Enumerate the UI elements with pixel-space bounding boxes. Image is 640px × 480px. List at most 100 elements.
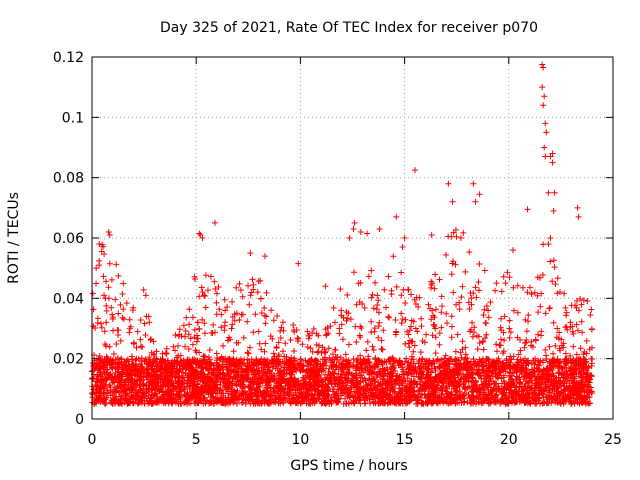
data-point: [537, 303, 544, 310]
data-point: [500, 273, 507, 280]
data-point: [181, 333, 188, 340]
data-point: [147, 376, 154, 383]
data-point: [249, 276, 256, 283]
data-point: [414, 400, 421, 407]
data-point: [400, 286, 407, 293]
data-point: [414, 393, 421, 400]
data-point: [480, 346, 487, 353]
data-point: [299, 341, 306, 348]
data-point: [325, 330, 332, 337]
data-point: [282, 340, 289, 347]
data-point: [517, 347, 524, 354]
data-point: [573, 297, 580, 304]
data-point: [362, 377, 369, 384]
data-point: [407, 323, 414, 330]
data-point: [372, 279, 379, 286]
data-point: [450, 229, 457, 236]
data-point: [224, 303, 231, 310]
data-point: [222, 307, 229, 314]
data-point: [585, 383, 592, 390]
data-point: [403, 368, 410, 375]
data-point: [563, 312, 570, 319]
data-point: [573, 351, 580, 358]
data-point: [236, 317, 243, 324]
data-point: [189, 314, 196, 321]
data-point: [147, 336, 154, 343]
data-point: [514, 309, 521, 316]
data-point: [229, 298, 236, 305]
data-point: [353, 301, 360, 308]
data-point: [345, 341, 352, 348]
data-point: [120, 316, 127, 323]
data-point: [506, 317, 513, 324]
data-point: [540, 241, 547, 248]
data-point: [376, 319, 383, 326]
data-point: [331, 319, 338, 326]
data-point: [145, 313, 152, 320]
data-point: [537, 374, 544, 381]
data-point: [482, 335, 489, 342]
data-point: [344, 315, 351, 322]
data-point: [498, 288, 505, 295]
data-point: [501, 313, 508, 320]
data-point: [233, 339, 240, 346]
data-point: [200, 292, 207, 299]
data-point: [140, 286, 147, 293]
data-point: [370, 346, 377, 353]
data-point: [101, 328, 108, 335]
data-point: [587, 312, 594, 319]
data-point: [266, 381, 273, 388]
data-point: [453, 301, 460, 308]
data-point: [263, 313, 270, 320]
data-point: [343, 317, 350, 324]
data-point: [431, 377, 438, 384]
data-point: [192, 394, 199, 401]
data-point: [226, 336, 233, 343]
data-point: [280, 389, 287, 396]
data-point: [120, 306, 127, 313]
data-point: [425, 301, 432, 308]
data-point: [507, 365, 514, 372]
data-point: [110, 351, 117, 358]
data-point: [220, 342, 227, 349]
data-point: [340, 400, 347, 407]
data-point: [472, 360, 479, 367]
data-point: [213, 367, 220, 374]
data-point: [119, 314, 126, 321]
data-point: [165, 383, 172, 390]
data-point: [440, 359, 447, 366]
data-point: [481, 306, 488, 313]
data-point: [201, 330, 208, 337]
data-point: [137, 316, 144, 323]
data-point: [377, 374, 384, 381]
data-point: [103, 319, 110, 326]
data-point: [442, 352, 449, 359]
data-point: [401, 358, 408, 365]
data-point: [385, 273, 392, 280]
data-point: [279, 348, 286, 355]
data-point: [432, 350, 439, 357]
data-point: [98, 324, 105, 331]
data-point: [106, 260, 113, 267]
data-point: [177, 352, 184, 359]
data-point: [538, 328, 545, 335]
data-point: [338, 321, 345, 328]
data-point: [563, 309, 570, 316]
data-point: [137, 343, 144, 350]
data-point: [508, 372, 515, 379]
data-point: [207, 273, 214, 280]
data-point: [114, 326, 121, 333]
data-point: [524, 289, 531, 296]
data-point: [348, 382, 355, 389]
data-point: [468, 295, 475, 302]
data-point: [181, 384, 188, 391]
data-point: [410, 348, 417, 355]
data-point: [261, 348, 268, 355]
data-point: [108, 304, 115, 311]
data-point: [525, 318, 532, 325]
data-point: [199, 316, 206, 323]
data-point: [406, 327, 413, 334]
data-point: [186, 321, 193, 328]
data-point: [498, 315, 505, 322]
data-point: [273, 344, 280, 351]
